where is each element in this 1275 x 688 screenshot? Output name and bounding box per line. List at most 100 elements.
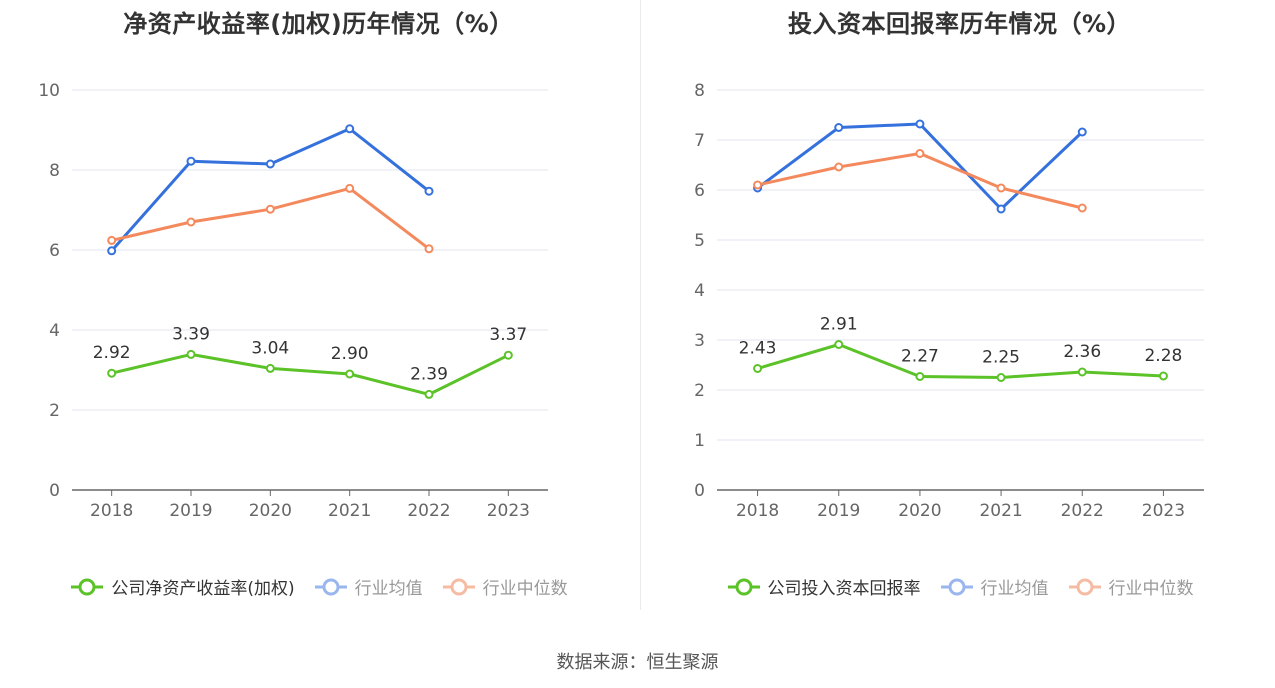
data-point-company[interactable] [424,389,434,399]
y-tick-label: 1 [694,431,705,451]
data-point-median[interactable] [915,149,925,158]
chart-title: 投入资本回报率历年情况（%） [787,10,1132,38]
data-point-company[interactable] [915,372,925,381]
data-point-avg[interactable] [265,159,275,169]
data-point-avg[interactable] [107,246,117,256]
legend-marker-company-icon [727,578,760,595]
legend: 公司投入资本回报率 行业均值 行业中位数 [641,574,1275,599]
y-tick-label: 3 [694,331,705,351]
data-point-company[interactable] [345,369,355,379]
legend: 公司净资产收益率(加权) 行业均值 行业中位数 [0,574,637,599]
legend-item-industry-median[interactable]: 行业中位数 [1067,574,1194,599]
data-point-company[interactable] [1158,371,1168,381]
legend-item-industry-average[interactable]: 行业均值 [313,574,423,599]
data-point-avg[interactable] [1077,127,1087,137]
legend-label: 公司净资产收益率(加权) [111,579,295,599]
legend-label: 行业中位数 [482,579,568,599]
y-tick-label: 10 [38,81,60,101]
data-point-company[interactable] [503,350,513,360]
series-line-avg [110,127,430,252]
series-line-median [757,152,1083,210]
x-tick-label: 2018 [90,501,133,521]
legend-label: 行业均值 [980,579,1049,599]
data-point-company[interactable] [996,373,1006,382]
x-tick-label: 2020 [249,501,292,521]
panel-divider [640,0,641,610]
y-tick-label: 4 [49,321,60,341]
legend-marker-median-icon [442,578,475,595]
roic-plot-area: 0 1 2 3 4 5 6 7 8 2018 2019 2020 2021 2022 2023 2.43 2.9… [694,81,1204,521]
data-label: 2.90 [331,344,369,364]
data-point-avg[interactable] [186,156,196,166]
y-tick-label: 4 [694,281,705,301]
data-point-avg[interactable] [345,124,355,134]
x-tick-label: 2019 [817,501,860,521]
y-tick-label: 6 [49,241,60,261]
y-tick-label: 8 [694,81,705,101]
legend-item-company[interactable]: 公司投入资本回报率 [726,574,921,599]
data-point-median[interactable] [1077,203,1087,213]
data-point-company[interactable] [107,368,117,378]
data-point-company[interactable] [265,363,275,373]
y-tick-label: 7 [694,131,705,151]
data-label: 2.92 [93,343,131,363]
data-point-median[interactable] [996,183,1006,193]
legend-item-company[interactable]: 公司净资产收益率(加权) [69,574,295,599]
legend-label: 公司投入资本回报率 [767,579,921,599]
series-line-company [757,343,1164,379]
data-point-company[interactable] [753,364,763,373]
data-point-median[interactable] [753,180,763,190]
data-point-avg[interactable] [424,186,434,196]
roe-plot-area: 0 2 4 6 8 10 2018 2019 2020 2021 2022 2023 2.92 3.39 3… [38,81,548,521]
series-line-company [111,352,509,396]
legend-marker-median-icon [1068,578,1101,595]
data-point-avg[interactable] [915,119,925,129]
data-label: 3.37 [489,325,527,345]
data-point-avg[interactable] [996,204,1006,214]
x-tick-label: 2022 [1061,501,1104,521]
data-point-company[interactable] [1077,367,1087,377]
y-tick-label: 2 [694,381,705,401]
data-label: 2.36 [1063,342,1101,362]
data-point-company[interactable] [186,349,196,359]
legend-label: 行业均值 [354,579,423,599]
x-tick-label: 2021 [328,501,371,521]
x-tick-label: 2021 [979,501,1022,521]
data-label: 2.39 [410,364,448,384]
roic-chart-panel: 投入资本回报率历年情况（%） 0 1 2 3 4 5 6 7 8 2018 2019 2020 2021… [641,0,1275,620]
data-point-median[interactable] [107,235,117,245]
chart-title: 净资产收益率(加权)历年情况（%） [123,10,514,38]
x-tick-label: 2018 [736,501,779,521]
y-tick-label: 2 [49,401,60,421]
data-point-company[interactable] [834,340,844,349]
y-tick-label: 0 [694,481,705,501]
legend-marker-average-icon [314,578,347,595]
x-tick-label: 2019 [169,501,212,521]
x-tick-label: 2023 [1142,501,1185,521]
x-tick-label: 2022 [407,501,450,521]
data-label: 2.27 [901,347,939,367]
data-point-median[interactable] [834,162,844,172]
data-label: 2.28 [1144,346,1182,366]
legend-item-industry-median[interactable]: 行业中位数 [441,574,568,599]
data-label: 2.91 [820,315,858,335]
legend-item-industry-average[interactable]: 行业均值 [939,574,1049,599]
data-point-median[interactable] [186,217,196,227]
roe-chart-panel: 净资产收益率(加权)历年情况（%） 0 2 4 6 8 10 2018 2019 2020 202… [0,0,637,620]
data-point-median[interactable] [424,244,434,254]
data-label: 2.25 [982,348,1020,368]
data-point-avg[interactable] [834,123,844,132]
data-label: 3.39 [172,324,210,344]
data-point-median[interactable] [345,183,355,193]
legend-marker-average-icon [940,578,973,595]
data-point-median[interactable] [265,204,275,214]
legend-marker-company-icon [71,578,104,595]
y-tick-label: 0 [49,481,60,501]
x-tick-label: 2020 [898,501,941,521]
y-tick-label: 5 [694,231,705,251]
y-tick-label: 8 [49,161,60,181]
legend-label: 行业中位数 [1108,579,1194,599]
y-tick-label: 6 [694,181,705,201]
data-label: 2.43 [739,339,777,359]
x-tick-label: 2023 [487,501,530,521]
